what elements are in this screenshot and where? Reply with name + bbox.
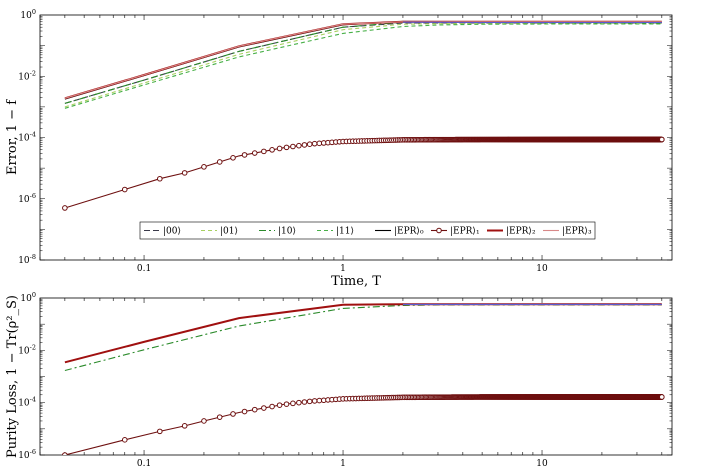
- x-tick-label: 1: [340, 264, 346, 274]
- data-point: [301, 142, 308, 148]
- y-axis-title: Purity Loss, 1 − Tr(ρ²_S): [5, 295, 20, 458]
- data-point: [316, 397, 323, 404]
- data-point: [659, 394, 665, 400]
- data-point: [121, 186, 128, 193]
- data-point: [157, 175, 163, 182]
- series-line-2-3: [64, 396, 662, 455]
- data-point: [311, 140, 318, 147]
- data-point: [659, 136, 665, 143]
- y-tick-label: 100: [20, 291, 36, 304]
- y-tick-label: 100: [20, 8, 36, 21]
- data-point: [62, 452, 68, 455]
- data-point: [216, 159, 223, 165]
- plot-area: [62, 20, 665, 211]
- x-tick-label: 10: [536, 264, 548, 274]
- legend-marker: [436, 227, 442, 234]
- data-point: [311, 398, 318, 404]
- series-line-2-1: [64, 304, 662, 372]
- x-tick-label: 0.1: [137, 459, 151, 469]
- y-tick-label: 10-6: [18, 448, 36, 461]
- data-point: [241, 408, 248, 415]
- legend-box: [139, 221, 596, 240]
- data-point: [283, 144, 290, 151]
- data-point: [230, 411, 236, 417]
- legend-label: |EPR⟩₂: [506, 227, 536, 237]
- data-point: [181, 170, 188, 176]
- series-line-1-4: [64, 23, 662, 109]
- y-tick-label: 10-4: [18, 396, 36, 409]
- y-tick-label: 10-2: [18, 69, 36, 82]
- x-tick-label: 10: [536, 459, 548, 469]
- data-point: [283, 401, 290, 407]
- data-point: [276, 145, 283, 152]
- data-point: [181, 423, 188, 429]
- data-point: [290, 400, 296, 407]
- series-line-1-6: [64, 138, 662, 209]
- series-line-1-8: [64, 21, 662, 99]
- y-tick-label: 10-6: [18, 192, 36, 205]
- legend-label: |EPR⟩₃: [562, 227, 592, 237]
- legend: |00⟩ |01⟩ |10⟩ |11⟩ |EPR⟩₀ |EPR⟩₁ |EPR⟩₂ |EPR⟩₃: [139, 221, 596, 240]
- legend-label: |10⟩: [278, 227, 296, 237]
- data-point: [241, 152, 248, 158]
- data-point: [276, 402, 283, 408]
- legend-label: |EPR⟩₀: [394, 227, 424, 237]
- data-point: [269, 403, 275, 410]
- series-line-1-1: [64, 22, 662, 104]
- data-point: [121, 437, 128, 443]
- x-tick-label: 1: [340, 459, 346, 469]
- data-point: [201, 418, 207, 424]
- series-line-1-7: [64, 20, 662, 100]
- legend-label: |EPR⟩₁: [450, 227, 480, 237]
- y-tick-label: 10-8: [18, 253, 36, 266]
- data-point: [157, 428, 163, 435]
- data-point: [306, 398, 313, 405]
- y-axis-title: Error, 1 − f: [5, 99, 20, 175]
- legend-label: |11⟩: [336, 227, 354, 237]
- x-tick-label: 0.1: [137, 264, 151, 274]
- data-point: [216, 414, 223, 420]
- legend-label: |00⟩: [163, 227, 181, 237]
- y-tick-label: 10-2: [18, 343, 36, 356]
- plot-area: [62, 303, 665, 455]
- series-line-2-2: [64, 303, 662, 364]
- y-tick-label: 10-4: [18, 131, 36, 144]
- data-point: [261, 405, 267, 411]
- data-point: [290, 143, 296, 150]
- data-point: [296, 142, 302, 149]
- data-point: [261, 148, 267, 155]
- data-point: [269, 147, 275, 153]
- legend-label: |01⟩: [220, 227, 238, 237]
- data-point: [230, 154, 236, 161]
- series-line-1-3: [64, 21, 662, 104]
- series-line-1-2: [64, 23, 662, 108]
- x-axis-title: Time, T: [331, 274, 381, 289]
- data-point: [201, 164, 207, 170]
- chart-panel-1: 0.1 1 10 100 10-2 10-4 10-6 10-8 Error, 1 − f Tim…: [5, 8, 673, 289]
- data-point: [316, 140, 323, 147]
- data-point: [251, 150, 258, 156]
- series-line-1-5: [64, 20, 662, 100]
- data-point: [296, 399, 302, 406]
- data-point: [301, 399, 308, 405]
- data-point: [306, 141, 313, 148]
- data-point: [62, 205, 68, 211]
- plot-frame: [39, 297, 673, 456]
- data-point: [251, 406, 258, 413]
